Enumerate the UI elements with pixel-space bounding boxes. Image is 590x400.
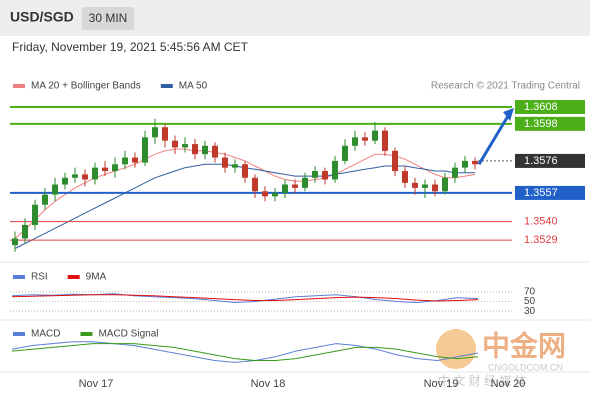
legend-label: 9MA [86,272,107,283]
candle-body [232,164,238,168]
candle-body [322,171,328,180]
legend-label: MACD [31,329,60,340]
candle-body [282,184,288,193]
x-tick-label: Nov 19 [424,378,459,390]
level-label: 1.3598 [524,118,558,130]
legend-label: RSI [31,272,48,283]
legend-swatch [13,275,25,279]
y-tick-label: 50 [524,296,536,307]
interval-button[interactable] [82,7,134,30]
candle-body [242,164,248,178]
y-tick-label: 30 [524,306,536,317]
x-tick-label: Nov 18 [251,378,286,390]
credit: Research © 2021 Trading Central [431,81,580,92]
level-box [515,100,585,115]
forecast-arrowhead [503,108,514,121]
candle-body [82,174,88,180]
candle-body [12,238,18,246]
candle-body [472,160,478,165]
candle-body [122,157,128,165]
x-tick-label: Nov 20 [491,378,526,390]
candle-body [342,145,348,161]
candle-body [412,182,418,188]
candle-body [302,177,308,188]
candle-body [262,191,268,197]
watermark-name: 中金网 [482,329,566,361]
candle-body [132,157,138,163]
legend-swatch [13,84,25,88]
candle-body [372,130,378,141]
candle-body [172,140,178,148]
candle-body [332,160,338,180]
x-tick-label: Nov 17 [79,378,114,390]
level-box [515,185,585,200]
level-label: 1.3557 [524,187,558,199]
candle-body [452,167,458,178]
interval[interactable]: 30 MIN [89,11,128,25]
forecast-arrow [477,115,510,166]
candle-body [382,130,388,151]
watermark-logo [436,329,476,369]
candle-body [442,177,448,192]
indicator-line [11,343,479,361]
candle-body [352,137,358,146]
level-box [515,116,585,131]
candle-body [72,174,78,178]
watermark-url: CNGOLDCOM.CN [488,362,563,372]
level-box [515,153,585,168]
candle-body [402,171,408,183]
level-label: 1.3529 [524,234,558,246]
level-label: 1.3576 [524,155,558,167]
candle-body [152,127,158,138]
level-label: 1.3540 [524,215,558,227]
watermark: 中金网 CNGOLDCOM.CN 中 文 财 经 媒 体 [436,329,566,388]
candle-body [182,144,188,148]
legend-swatch [13,332,25,336]
legend-label: MA 20 + Bollinger Bands [31,81,141,92]
watermark-tagline: 中 文 财 经 媒 体 [438,373,527,388]
level-label: 1.3608 [524,101,558,113]
candle-body [222,157,228,168]
candle-body [142,137,148,163]
candle-body [52,184,58,195]
candle-body [362,137,368,141]
candle-body [62,177,68,185]
candle-body [92,167,98,180]
candle-body [312,171,318,178]
candle-body [212,145,218,158]
candle-body [102,167,108,172]
legend-swatch [160,84,173,88]
datetime: Friday, November 19, 2021 5:45:56 AM CET [12,40,249,54]
candle-body [42,194,48,205]
legend-label: MACD Signal [98,329,158,340]
legend-label: MA 50 [179,81,208,92]
indicator-line [11,294,479,302]
candle-body [272,192,278,197]
candle-body [422,184,428,188]
candle-body [392,150,398,172]
candle-body [462,160,468,168]
candle-body [32,204,38,225]
y-tick-label: 70 [524,286,536,297]
indicator-line [11,341,479,363]
symbol: USD/SGD [10,9,74,25]
indicator-line [14,148,476,239]
candle-body [192,144,198,155]
candle-body [112,164,118,172]
candle-body [202,145,208,155]
candle-body [292,184,298,188]
candle-body [252,177,258,192]
candle-body [432,184,438,192]
legend-swatch [80,332,93,336]
candle-body [162,127,168,141]
candle-body [22,224,28,239]
legend-swatch [67,275,80,279]
